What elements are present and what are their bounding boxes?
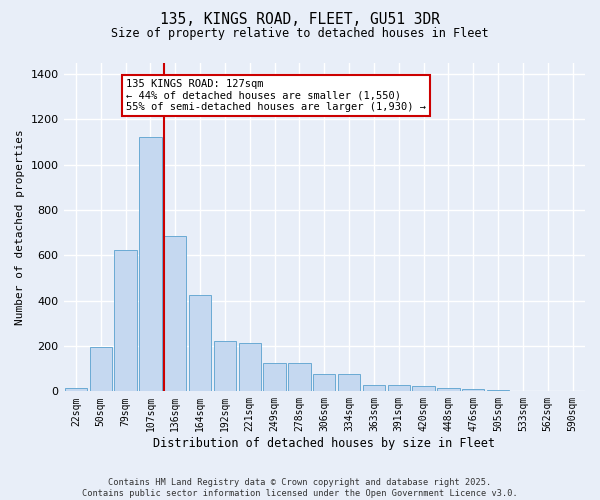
Bar: [89, 347, 112, 392]
Bar: [363, 384, 385, 392]
Bar: [388, 385, 410, 392]
Bar: [313, 374, 335, 392]
Text: Contains HM Land Registry data © Crown copyright and database right 2025.
Contai: Contains HM Land Registry data © Crown c…: [82, 478, 518, 498]
Text: Size of property relative to detached houses in Fleet: Size of property relative to detached ho…: [111, 28, 489, 40]
Text: 135 KINGS ROAD: 127sqm
← 44% of detached houses are smaller (1,550)
55% of semi-: 135 KINGS ROAD: 127sqm ← 44% of detached…: [126, 79, 426, 112]
Bar: [338, 374, 360, 392]
Bar: [115, 250, 137, 392]
Bar: [164, 236, 187, 392]
Bar: [512, 390, 534, 392]
Bar: [139, 138, 161, 392]
Bar: [65, 388, 87, 392]
Bar: [462, 389, 484, 392]
Bar: [437, 388, 460, 392]
Bar: [214, 342, 236, 392]
Text: 135, KINGS ROAD, FLEET, GU51 3DR: 135, KINGS ROAD, FLEET, GU51 3DR: [160, 12, 440, 28]
Bar: [239, 342, 261, 392]
X-axis label: Distribution of detached houses by size in Fleet: Distribution of detached houses by size …: [153, 437, 495, 450]
Y-axis label: Number of detached properties: Number of detached properties: [15, 129, 25, 325]
Bar: [263, 363, 286, 392]
Bar: [412, 386, 435, 392]
Bar: [487, 390, 509, 392]
Bar: [288, 363, 311, 392]
Bar: [189, 295, 211, 392]
